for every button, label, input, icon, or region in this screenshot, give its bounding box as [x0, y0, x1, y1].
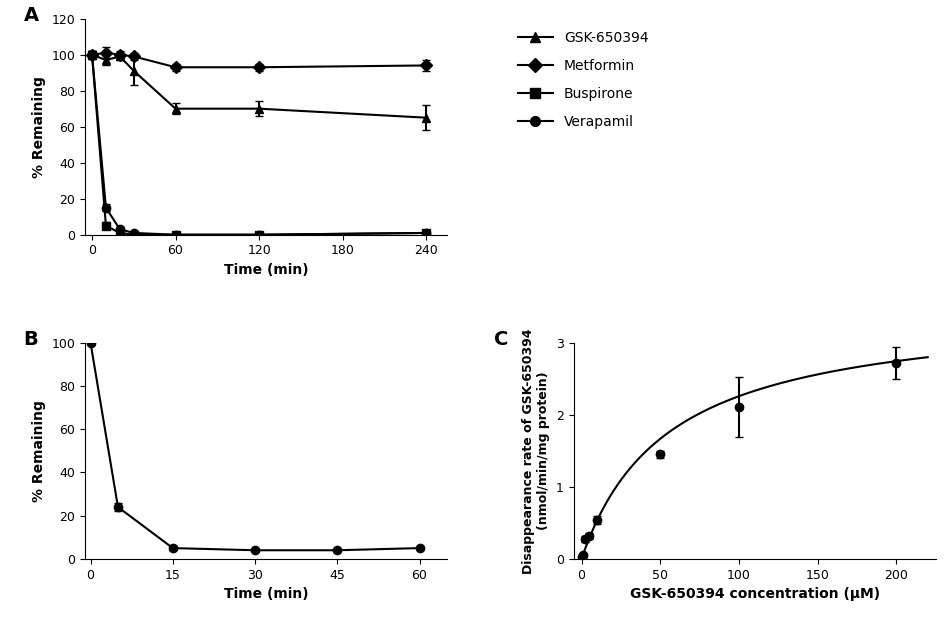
Text: B: B — [24, 330, 39, 349]
X-axis label: Time (min): Time (min) — [224, 587, 308, 601]
Y-axis label: Disappearance rate of GSK-650394
(nmol/min/mg protein): Disappearance rate of GSK-650394 (nmol/m… — [522, 328, 549, 574]
Y-axis label: % Remaining: % Remaining — [32, 400, 46, 502]
Text: C: C — [494, 330, 508, 349]
X-axis label: Time (min): Time (min) — [224, 263, 308, 277]
Legend: GSK-650394, Metformin, Buspirone, Verapamil: GSK-650394, Metformin, Buspirone, Verapa… — [512, 25, 653, 134]
Text: A: A — [24, 6, 39, 25]
Y-axis label: % Remaining: % Remaining — [32, 76, 46, 178]
X-axis label: GSK-650394 concentration (μM): GSK-650394 concentration (μM) — [629, 587, 879, 601]
